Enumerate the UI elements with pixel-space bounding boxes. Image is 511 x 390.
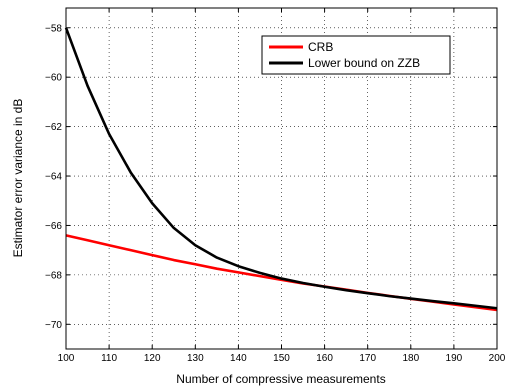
axis-ticks: 100 110 120 130 140 150 160 170 180 190 200 −70 −68 −… [45, 8, 506, 364]
series-line-1 [64, 27, 498, 310]
series-lines [64, 27, 498, 312]
x-tick-label: 150 [273, 353, 290, 364]
x-tick-label: 160 [316, 353, 333, 364]
y-tick-label: −70 [45, 320, 62, 331]
y-tick-label: −66 [45, 221, 62, 232]
x-tick-label: 170 [359, 353, 376, 364]
x-tick-label: 120 [144, 353, 161, 364]
legend: CRB Lower bound on ZZB [261, 35, 451, 75]
legend-label-zzb: Lower bound on ZZB [308, 56, 420, 70]
y-tick-label: −64 [45, 172, 62, 183]
legend-box [261, 35, 451, 75]
x-tick-label: 190 [446, 353, 463, 364]
y-axis-label: Estimator error variance in dB [11, 99, 25, 258]
x-tick-label: 180 [402, 353, 419, 364]
legend-label-crb: CRB [308, 40, 333, 54]
y-tick-label: −62 [45, 122, 62, 133]
y-tick-label: −58 [45, 23, 62, 34]
x-tick-label: 130 [187, 353, 204, 364]
x-tick-label: 200 [489, 353, 506, 364]
y-tick-label: −60 [45, 73, 62, 84]
y-tick-label: −68 [45, 270, 62, 281]
x-tick-label: 110 [101, 353, 117, 364]
x-tick-label: 100 [58, 353, 75, 364]
x-tick-label: 140 [230, 353, 247, 364]
x-axis-label: Number of compressive measurements [176, 372, 385, 386]
